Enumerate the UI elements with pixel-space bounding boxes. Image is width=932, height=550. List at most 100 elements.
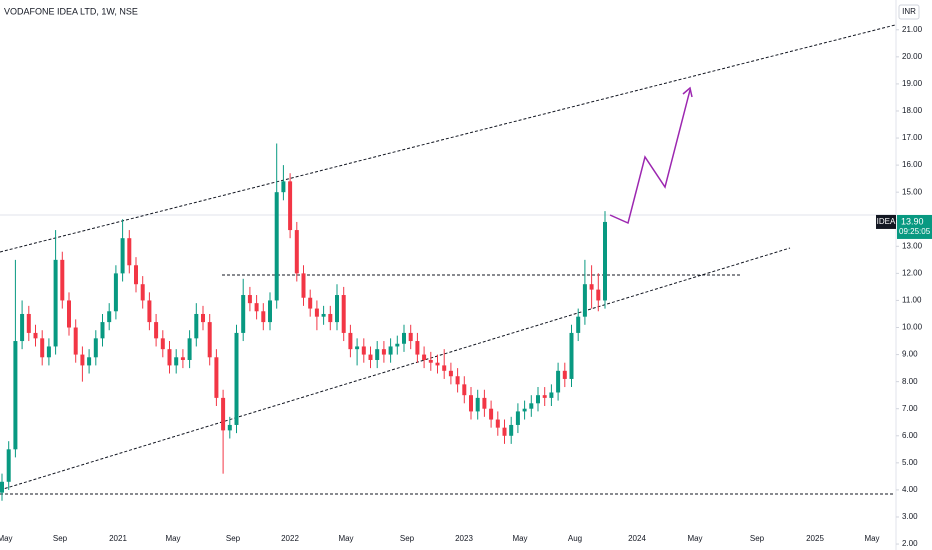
currency-box [898,4,920,20]
candle-body [402,332,406,344]
y-tick-label: 19.00 [902,79,923,88]
x-tick-label: May [512,534,527,543]
candle-body [395,343,400,347]
candle-body [294,230,299,274]
candle-body [422,354,427,360]
candle-body [274,192,279,301]
candle-body [549,392,554,398]
candle-body [147,300,152,323]
x-tick-label: Aug [568,534,582,543]
y-tick-label: 2.00 [902,539,918,548]
candle-body [582,284,587,317]
candle-body [415,341,420,355]
y-tick-label: 6.00 [902,431,918,440]
candle-body [40,338,45,358]
candle-body [174,357,179,366]
x-tick-label: May [687,534,702,543]
y-tick-label: 13.00 [902,241,923,250]
candle-body [207,322,212,358]
candle-body [268,300,272,323]
countdown-label: 09:25:05 [899,227,931,236]
candle-body [6,449,11,482]
candle-body [475,397,480,412]
candle-body [87,357,92,366]
candle-body [127,238,132,266]
candle-body [241,295,246,333]
last-price-box [897,214,932,239]
candle-body [328,313,333,323]
candle-body [482,397,487,409]
candle-body [221,397,226,431]
candle-body [100,322,105,339]
candle-body [375,349,380,360]
projection-path [609,89,691,225]
y-tick-label: 8.00 [902,377,918,386]
candle-body [341,295,346,333]
candle-body [281,181,286,193]
candle-body [234,332,239,425]
candle-body [254,303,259,312]
y-tick-label: 5.00 [902,458,918,467]
candle-body [167,349,172,366]
candle-body [80,354,85,366]
y-tick-label: 4.00 [902,485,918,494]
candle-body [536,395,540,404]
candle-body [46,346,51,358]
candle-body [589,284,594,290]
candle-body [261,311,266,323]
candle-body [321,313,326,317]
x-tick-label: Sep [750,534,765,543]
candle-body [194,313,199,339]
symbol-box [876,214,896,229]
candle-body [60,259,65,301]
projection-arrowhead [682,86,693,98]
candle-body [388,346,393,355]
y-tick-label: 9.00 [902,350,918,359]
y-tick-label: 20.00 [902,52,923,61]
x-tick-label: May [338,534,353,543]
x-tick-label: May [0,534,13,543]
candle-body [187,338,192,360]
candle-body [489,408,494,420]
candle-body [154,322,159,339]
x-tick-label: May [165,534,180,543]
candle-body [0,481,4,493]
candles [0,143,607,501]
candle-body [462,384,467,396]
y-tick-label: 18.00 [902,106,923,115]
upper-trendline [0,24,896,253]
x-tick-label: 2025 [806,534,824,543]
candle-body [542,395,547,398]
candle-body [120,238,125,274]
candle-body [335,295,339,323]
y-tick-label: 12.00 [902,268,923,277]
chart-title: VODAFONE IDEA LTD, 1W, NSE [4,6,138,16]
candle-body [140,284,145,301]
candle-body [455,376,460,385]
candle-body [515,411,520,425]
candle-body [301,273,306,298]
candle-body [20,313,25,342]
last-price-label: 13.90 [901,216,924,226]
candle-body [314,308,319,317]
candle-body [107,311,112,323]
y-tick-label: 10.00 [902,323,923,332]
candle-body [448,370,453,377]
candle-body [428,359,433,363]
candle-body [435,362,440,366]
y-tick-label: 7.00 [902,404,918,413]
candle-body [247,295,252,304]
symbol-label: IDEA [877,217,896,226]
candle-body [160,338,165,350]
y-tick-label: 17.00 [902,133,923,142]
candle-body [113,273,118,312]
y-tick-label: 11.00 [902,296,922,305]
x-tick-label: 2023 [455,534,473,543]
candle-body [495,419,500,428]
candle-body [408,332,413,342]
candle-body [26,313,31,333]
candle-body [596,289,601,301]
candle-body [529,403,534,409]
candle-body [73,327,78,355]
